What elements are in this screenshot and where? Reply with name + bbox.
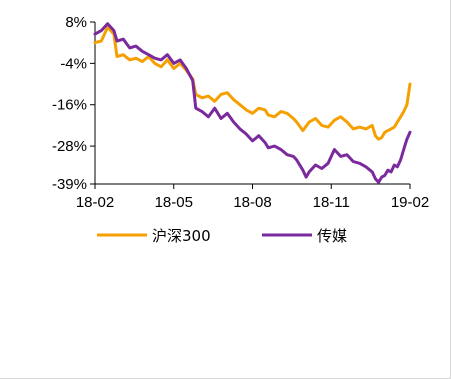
y-axis: 8% -4% -16% -28% -39% xyxy=(52,14,96,193)
x-tick-label: 18-02 xyxy=(76,194,114,211)
y-tick-label: 8% xyxy=(65,14,87,31)
x-tick-label: 19-02 xyxy=(391,194,429,211)
series-line-0 xyxy=(93,25,412,141)
legend: 沪深300 传媒 xyxy=(97,227,347,245)
y-tick-label: -28% xyxy=(52,138,87,155)
y-tick-label: -16% xyxy=(52,97,87,114)
series-line-1 xyxy=(93,22,412,184)
legend-label-1: 传媒 xyxy=(317,227,347,245)
x-axis: 18-02 18-05 18-08 18-11 19-02 xyxy=(76,183,429,211)
x-tick-label: 18-11 xyxy=(313,194,350,211)
legend-label-0: 沪深300 xyxy=(152,227,211,245)
y-tick-label: -39% xyxy=(52,176,87,193)
series-layer xyxy=(93,22,412,184)
x-tick-label: 18-05 xyxy=(155,194,193,211)
y-tick-label: -4% xyxy=(60,55,87,72)
x-tick-label: 18-08 xyxy=(233,194,271,211)
